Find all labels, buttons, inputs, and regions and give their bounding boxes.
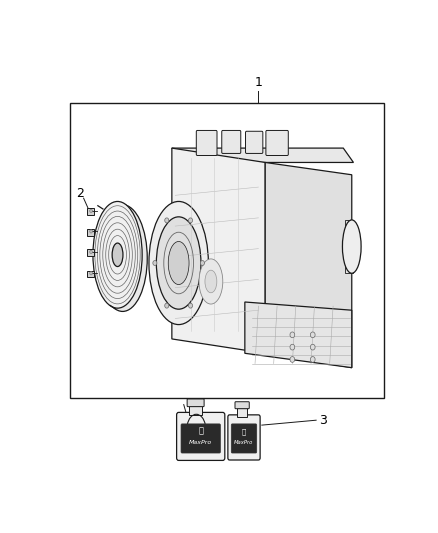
FancyBboxPatch shape: [222, 131, 241, 154]
Ellipse shape: [98, 205, 147, 311]
Circle shape: [90, 272, 92, 275]
FancyBboxPatch shape: [196, 131, 217, 156]
Circle shape: [153, 261, 157, 265]
Circle shape: [165, 303, 169, 308]
Circle shape: [290, 344, 295, 350]
Ellipse shape: [199, 259, 223, 304]
Text: Ⓜ: Ⓜ: [198, 426, 203, 435]
Bar: [87, 229, 94, 236]
Circle shape: [188, 218, 193, 223]
Ellipse shape: [93, 201, 142, 308]
FancyBboxPatch shape: [177, 413, 225, 461]
FancyBboxPatch shape: [187, 399, 204, 407]
FancyBboxPatch shape: [246, 131, 263, 154]
Polygon shape: [245, 302, 352, 368]
Ellipse shape: [156, 217, 201, 309]
Text: 3: 3: [319, 414, 327, 427]
Text: MaxPro: MaxPro: [234, 440, 254, 445]
FancyBboxPatch shape: [231, 424, 257, 453]
Bar: [87, 249, 94, 256]
Bar: [87, 208, 94, 215]
Circle shape: [290, 332, 295, 338]
Text: 2: 2: [76, 187, 84, 200]
Polygon shape: [172, 148, 265, 353]
Ellipse shape: [112, 243, 123, 266]
Text: MaxPro: MaxPro: [189, 440, 212, 445]
Text: 1: 1: [254, 76, 262, 89]
Bar: [345, 220, 353, 273]
Ellipse shape: [168, 241, 189, 285]
Bar: [237, 408, 247, 417]
Polygon shape: [265, 163, 352, 368]
FancyBboxPatch shape: [266, 131, 288, 156]
Text: 4: 4: [178, 414, 186, 427]
FancyBboxPatch shape: [235, 402, 249, 409]
Circle shape: [311, 357, 315, 362]
Circle shape: [188, 303, 193, 308]
Bar: [87, 271, 94, 277]
Circle shape: [200, 261, 205, 265]
FancyBboxPatch shape: [181, 424, 220, 453]
Polygon shape: [172, 148, 353, 163]
Circle shape: [165, 218, 169, 223]
Bar: [189, 406, 202, 415]
Ellipse shape: [205, 270, 217, 293]
Text: Ⓜ: Ⓜ: [242, 429, 246, 435]
Circle shape: [290, 357, 295, 362]
Circle shape: [90, 251, 92, 254]
Circle shape: [311, 332, 315, 338]
Bar: [70, 103, 384, 399]
Circle shape: [311, 344, 315, 350]
Ellipse shape: [149, 201, 208, 325]
Circle shape: [90, 230, 92, 233]
FancyBboxPatch shape: [228, 415, 260, 460]
Ellipse shape: [343, 220, 361, 273]
Circle shape: [90, 209, 92, 213]
